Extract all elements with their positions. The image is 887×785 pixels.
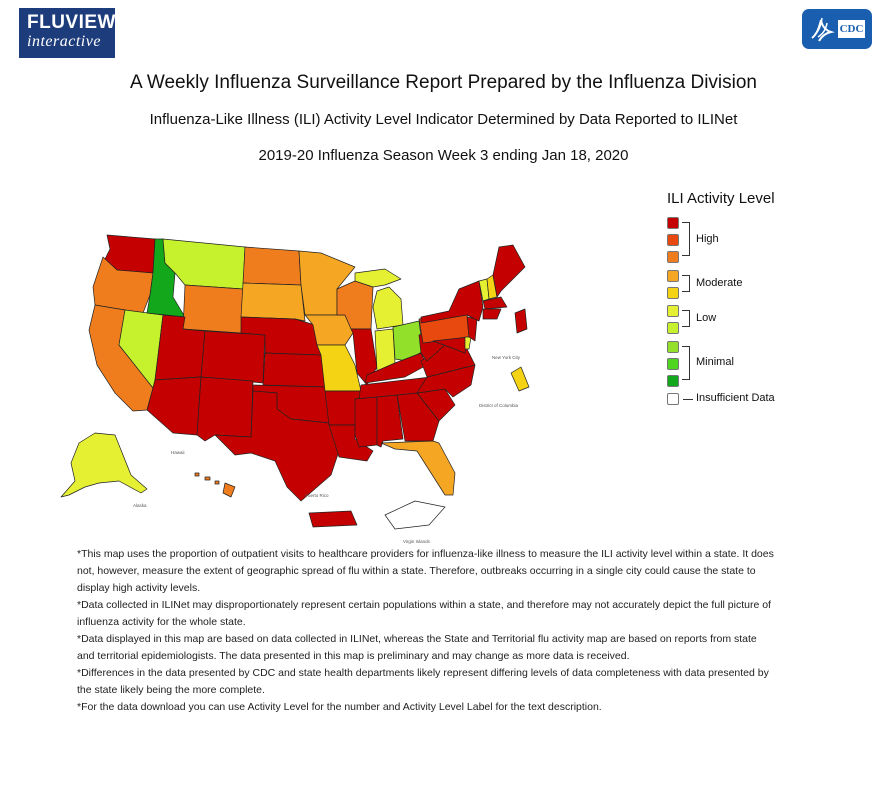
label-new-york-city: New York City (492, 355, 521, 360)
state-michigan[interactable] (354, 268, 402, 288)
legend-swatch-level-4[interactable] (667, 322, 679, 334)
state-kansas[interactable] (262, 352, 326, 388)
legend-swatch-level-8[interactable] (667, 251, 679, 263)
page-title: A Weekly Influenza Surveillance Report P… (130, 72, 757, 93)
inset-district-of-columbia[interactable] (510, 366, 530, 392)
legend-swatch-level-2[interactable] (667, 358, 679, 370)
footnotes: *This map uses the proportion of outpati… (77, 546, 777, 716)
legend-swatch-level-3[interactable] (667, 341, 679, 353)
territory-virgin-islands[interactable] (384, 500, 446, 530)
legend-insufficient-line (683, 399, 693, 400)
legend-label-moderate: Moderate (696, 277, 743, 289)
state-oregon[interactable] (92, 256, 154, 314)
state-alaska[interactable] (60, 432, 148, 498)
state-new-york[interactable] (420, 280, 484, 324)
cdc-logo[interactable]: CDC (802, 9, 872, 49)
label-puerto-rico: Puerto Rico (305, 493, 329, 498)
state-arizona[interactable] (146, 376, 202, 436)
footnote: *For the data download you can use Activ… (77, 701, 602, 713)
page-subtitle: Influenza-Like Illness (ILI) Activity Le… (149, 111, 738, 128)
footnote: *This map uses the proportion of outpati… (77, 548, 774, 594)
fluview-logo-line1: FLUVIEW (27, 12, 116, 33)
state-florida[interactable] (380, 440, 456, 496)
state-michigan-lower[interactable] (372, 286, 404, 330)
footnote: *Data displayed in this map are based on… (77, 633, 757, 662)
state-texas[interactable] (214, 390, 342, 502)
state-delaware[interactable] (464, 336, 472, 350)
legend-label-low: Low (696, 312, 717, 324)
legend-bracket-moderate (682, 275, 690, 292)
state-maryland[interactable] (432, 336, 470, 354)
fluview-logo[interactable]: FLUVIEW interactive (19, 8, 116, 58)
legend: ILI Activity Level High Moderate Low Min… (665, 190, 885, 420)
hhs-eagle-icon (811, 17, 835, 42)
legend-swatch-level-0[interactable] (667, 393, 679, 405)
label-alaska: Alaska (133, 503, 147, 508)
legend-bracket-minimal (682, 346, 690, 380)
legend-swatch-level-1[interactable] (667, 375, 679, 387)
footnote: *Data collected in ILINet may disproport… (77, 599, 771, 628)
label-virgin-islands: Virgin Islands (403, 539, 431, 544)
state-georgia[interactable] (396, 392, 440, 442)
cdc-logo-text: CDC (838, 20, 865, 38)
state-hawaii[interactable] (194, 472, 236, 498)
footnote: *Differences in the data presented by CD… (77, 667, 769, 696)
legend-swatch-level-9[interactable] (667, 234, 679, 246)
territory-puerto-rico[interactable] (308, 510, 358, 528)
legend-swatch-level-10[interactable] (667, 217, 679, 229)
state-connecticut-ri[interactable] (482, 308, 502, 320)
inset-new-york-city[interactable] (514, 308, 528, 334)
legend-swatch-level-5[interactable] (667, 305, 679, 317)
state-mississippi[interactable] (354, 396, 378, 448)
state-colorado[interactable] (200, 330, 266, 384)
legend-label-insufficient: Insufficient Data (696, 392, 775, 404)
state-wyoming[interactable] (182, 284, 244, 334)
state-new-mexico[interactable] (196, 376, 254, 442)
state-massachusetts[interactable] (482, 296, 508, 310)
state-montana[interactable] (162, 238, 246, 290)
legend-label-high: High (696, 233, 719, 245)
state-north-dakota[interactable] (242, 246, 302, 286)
legend-bracket-high (682, 222, 690, 256)
state-south-dakota[interactable] (240, 282, 306, 322)
legend-swatch-level-7[interactable] (667, 270, 679, 282)
ili-activity-map: New York City District of Columbia Hawai… (60, 234, 530, 544)
fluview-logo-line2: interactive (27, 33, 101, 50)
season-week: 2019-20 Influenza Season Week 3 ending J… (258, 147, 629, 164)
legend-label-minimal: Minimal (696, 356, 734, 368)
legend-bracket-low (682, 310, 690, 327)
label-district-of-columbia: District of Columbia (479, 403, 519, 408)
state-maine[interactable] (492, 244, 526, 298)
legend-title: ILI Activity Level (667, 190, 775, 207)
label-hawaii: Hawaii (171, 450, 185, 455)
legend-swatch-level-6[interactable] (667, 287, 679, 299)
